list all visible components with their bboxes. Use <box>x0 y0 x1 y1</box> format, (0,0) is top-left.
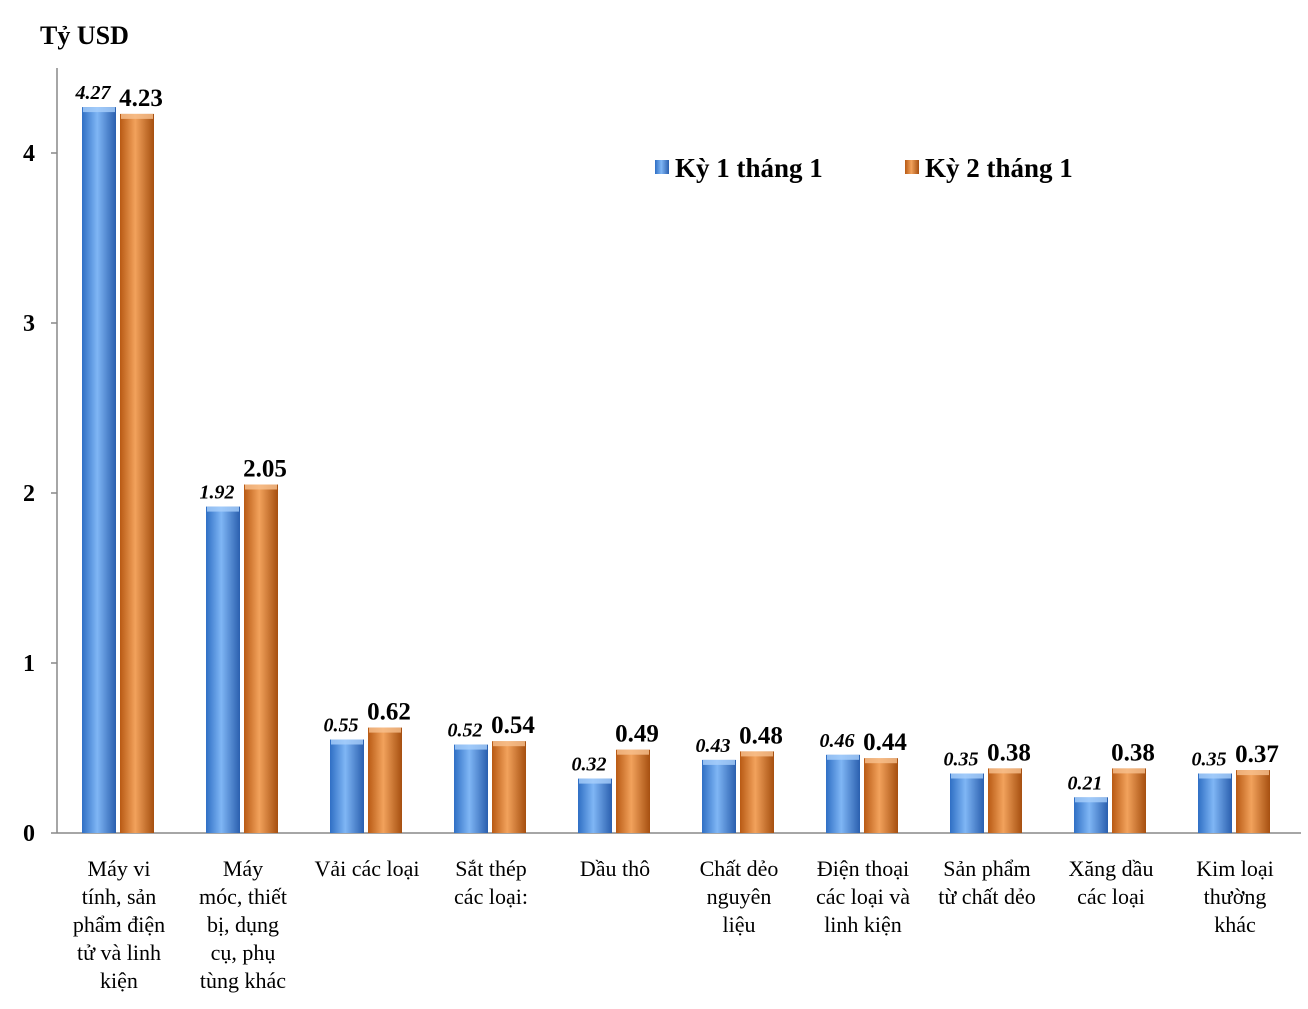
category-labels: Máy vi tính, sản phẩm điện tử và linh kiện Má… <box>73 856 1274 993</box>
data-label-series1: 4.27 <box>75 82 112 104</box>
bar-top-bevel <box>1237 770 1269 776</box>
bar-series1 <box>826 754 860 833</box>
bar-series1 <box>950 773 984 833</box>
bar-series1 <box>1198 773 1232 833</box>
bar-top-bevel <box>865 758 897 764</box>
category-label: Máy móc, thiết bị, dụng cụ, phụ tùng khác <box>199 856 287 993</box>
bar-top-bevel <box>1113 768 1145 774</box>
bar-top-bevel <box>951 773 983 779</box>
bar-series2 <box>740 751 774 833</box>
bar-top-bevel <box>1075 797 1107 803</box>
data-label-series2: 0.37 <box>1235 741 1279 768</box>
data-label-series1: 0.35 <box>1192 749 1227 771</box>
y-tick-label: 1 <box>23 651 35 677</box>
data-label-series2: 0.54 <box>491 712 535 739</box>
data-label-series1: 0.32 <box>572 754 607 776</box>
category-label: Xăng dầu các loại <box>1069 856 1154 909</box>
bar-top-bevel <box>617 749 649 755</box>
data-label-series1: 0.43 <box>696 735 731 757</box>
bar-series2 <box>120 113 154 833</box>
category-label: Kim loại thường khác <box>1196 856 1274 937</box>
bar-series2 <box>368 727 402 833</box>
bar-top-bevel <box>83 107 115 113</box>
bar-series2 <box>244 484 278 833</box>
bar-top-bevel <box>369 727 401 733</box>
data-label-series2: 2.05 <box>243 456 287 483</box>
bar-series2 <box>1112 768 1146 833</box>
y-tick-label: 0 <box>23 821 35 847</box>
bar-series2 <box>1236 770 1270 833</box>
bar-series2 <box>988 768 1022 833</box>
data-label-series1: 0.46 <box>820 730 855 752</box>
category-label: Dầu thô <box>580 856 650 881</box>
data-label-series2: 4.23 <box>119 85 163 112</box>
category-label: Sắt thép các loại: <box>454 856 528 909</box>
bar-top-bevel <box>207 506 239 512</box>
bar-top-bevel <box>455 744 487 750</box>
bar-top-bevel <box>1199 773 1231 779</box>
category-label: Chất dẻo nguyên liệu <box>700 856 779 937</box>
bar-top-bevel <box>579 778 611 784</box>
bar-top-bevel <box>245 484 277 490</box>
category-label: Điện thoại các loại và linh kiện <box>816 856 910 937</box>
bar-top-bevel <box>989 768 1021 774</box>
data-label-series2: 0.38 <box>987 739 1031 766</box>
bar-series2 <box>616 749 650 833</box>
y-tick-label: 3 <box>23 311 35 337</box>
bar-series1 <box>206 506 240 833</box>
data-label-series1: 0.35 <box>944 749 979 771</box>
data-label-series2: 0.44 <box>863 729 907 756</box>
data-label-series1: 0.55 <box>324 715 359 737</box>
bar-series2 <box>492 741 526 833</box>
data-label-series1: 0.52 <box>448 720 483 742</box>
bar-top-bevel <box>741 751 773 757</box>
category-label: Sản phẩm từ chất dẻo <box>938 856 1035 909</box>
bar-series1 <box>330 739 364 833</box>
bar-top-bevel <box>331 739 363 745</box>
bar-series1 <box>1074 797 1108 833</box>
y-tick-label: 4 <box>23 141 35 167</box>
category-label: Máy vi tính, sản phẩm điện tử và linh kiện <box>73 856 165 993</box>
bar-top-bevel <box>121 113 153 119</box>
y-axis-title: Tỷ USD <box>40 21 129 50</box>
bar-series1 <box>82 107 116 834</box>
data-label-series2: 0.49 <box>615 721 659 748</box>
data-labels: 4.27 4.23 1.92 2.05 0.55 0.62 0.52 0.54 0.32 0.49… <box>75 82 1279 794</box>
legend-label-series1: Kỳ 1 tháng 1 <box>675 153 823 183</box>
legend-swatch-series1 <box>655 160 669 174</box>
data-label-series1: 0.21 <box>1068 772 1103 794</box>
legend: Kỳ 1 tháng 1 Kỳ 2 tháng 1 <box>655 153 1073 183</box>
category-label: Vải các loại <box>314 856 419 881</box>
bars <box>82 107 1270 834</box>
data-label-series1: 1.92 <box>200 482 235 504</box>
y-tick-label: 2 <box>23 481 35 507</box>
data-label-series2: 0.62 <box>367 699 411 726</box>
bar-series1 <box>454 744 488 833</box>
bar-series1 <box>578 778 612 833</box>
data-label-series2: 0.38 <box>1111 739 1155 766</box>
bar-top-bevel <box>493 741 525 747</box>
legend-swatch-series2 <box>905 160 919 174</box>
bar-series2 <box>864 758 898 833</box>
bar-top-bevel <box>703 759 735 765</box>
bar-top-bevel <box>827 754 859 760</box>
bar-series1 <box>702 759 736 833</box>
data-label-series2: 0.48 <box>739 722 783 749</box>
legend-label-series2: Kỳ 2 tháng 1 <box>925 153 1073 183</box>
